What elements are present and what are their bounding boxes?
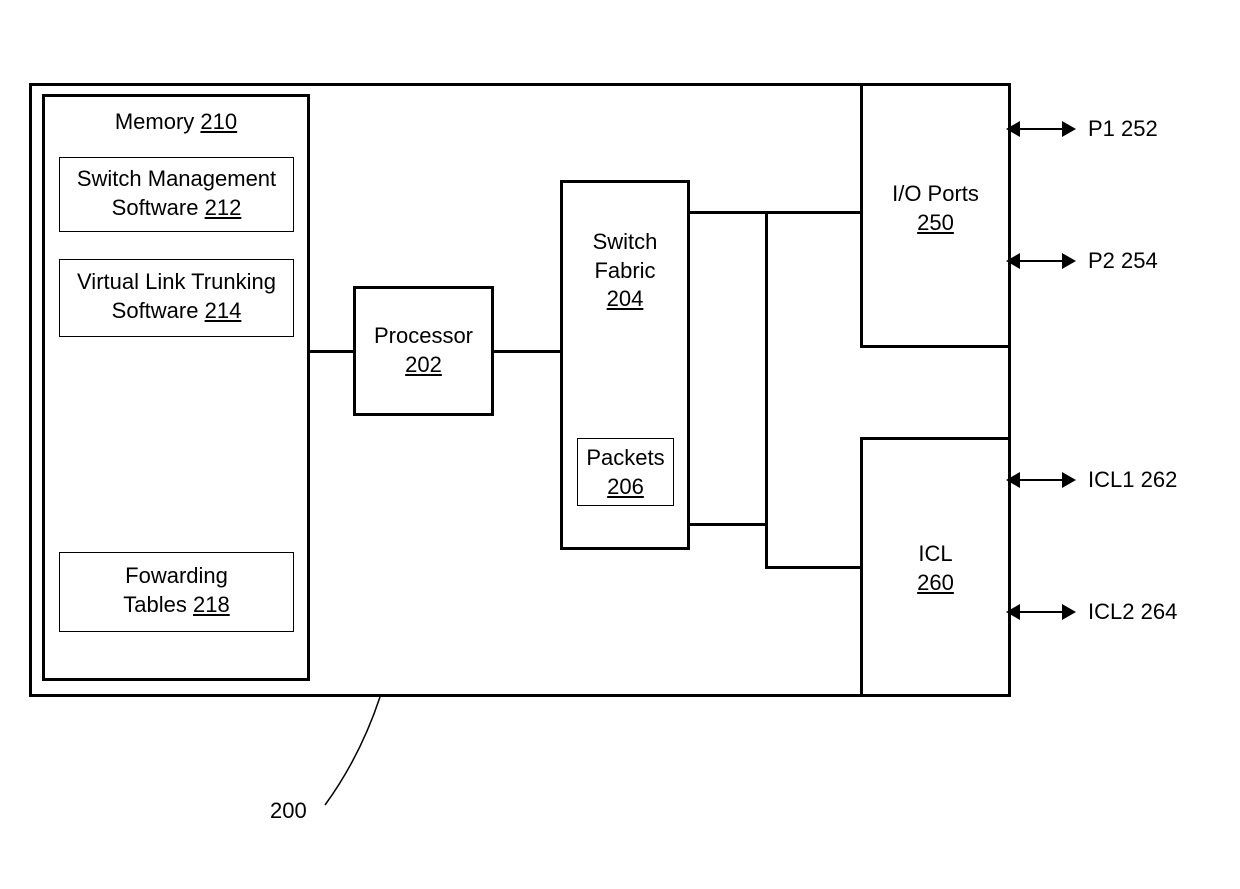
vlt-label: Virtual Link Trunking Software 214 bbox=[59, 268, 294, 325]
switch-fabric-label: Switch Fabric 204 bbox=[560, 228, 690, 314]
packets-label: Packets 206 bbox=[577, 444, 674, 501]
conn-memory-processor bbox=[310, 350, 353, 353]
memory-label: Memory 210 bbox=[42, 108, 310, 137]
conn-processor-fabric bbox=[494, 350, 560, 353]
leader-200 bbox=[320, 697, 400, 817]
diagram-canvas: Memory 210 Switch Management Software 21… bbox=[0, 0, 1240, 889]
label-p2: P2 254 bbox=[1088, 248, 1158, 274]
bus-to-ioports bbox=[765, 211, 860, 214]
bus-fabric-bot bbox=[690, 523, 768, 526]
figure-ref-200: 200 bbox=[270, 798, 307, 824]
icl-label: ICL 260 bbox=[860, 540, 1011, 597]
processor-label: Processor 202 bbox=[353, 322, 494, 379]
bus-to-icl bbox=[765, 566, 860, 569]
io-ports-label: I/O Ports 250 bbox=[860, 180, 1011, 237]
label-icl1: ICL1 262 bbox=[1088, 467, 1177, 493]
switch-mgmt-label: Switch Management Software 212 bbox=[59, 165, 294, 222]
label-icl2: ICL2 264 bbox=[1088, 599, 1177, 625]
fwd-tables-label: Fowarding Tables 218 bbox=[59, 562, 294, 619]
bus-vertical bbox=[765, 211, 768, 569]
arrow-icl2 bbox=[1016, 611, 1066, 613]
arrow-icl1 bbox=[1016, 479, 1066, 481]
bus-fabric-top bbox=[690, 211, 768, 214]
arrow-p1 bbox=[1016, 128, 1066, 130]
arrow-p2 bbox=[1016, 260, 1066, 262]
label-p1: P1 252 bbox=[1088, 116, 1158, 142]
